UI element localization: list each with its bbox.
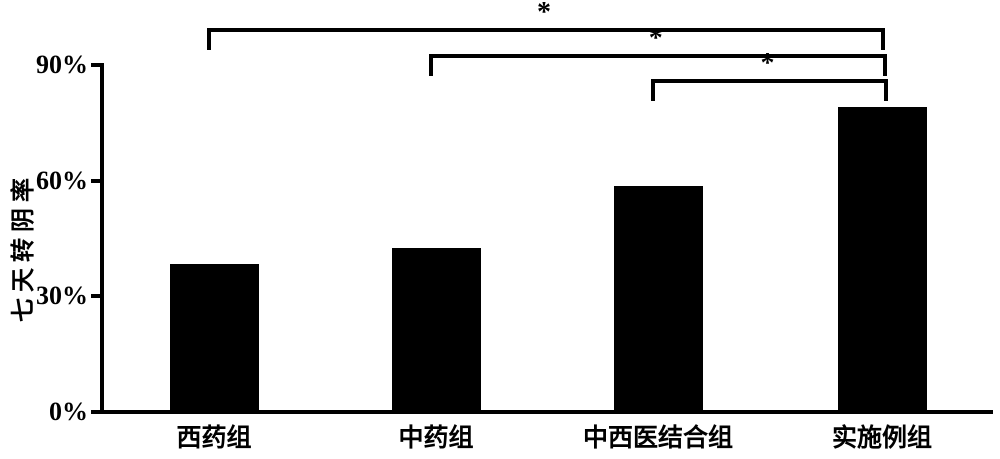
bar-3 [613, 186, 703, 412]
y-tick-mark [91, 63, 102, 67]
y-tick-label: 90% [36, 50, 88, 79]
bar-1 [169, 263, 259, 412]
significance-star: * [648, 22, 663, 54]
bar-4 [837, 107, 927, 412]
bracket-line [207, 28, 885, 32]
y-tick-label: 60% [36, 165, 88, 195]
significance-star: * [537, 0, 551, 28]
significance-star: * [760, 48, 775, 79]
y-tick-mark [91, 294, 102, 299]
bar-2 [391, 248, 481, 412]
bracket-right-leg [884, 79, 888, 101]
bracket-left-leg [651, 79, 655, 101]
x-axis-line [100, 410, 993, 414]
bracket-right-leg [882, 53, 887, 76]
bracket-line [651, 79, 888, 83]
y-axis-line [100, 63, 104, 414]
bracket-left-leg [429, 53, 433, 76]
x-category-label: 中药组 [398, 425, 474, 452]
bracket-left-leg [207, 28, 211, 50]
bracket-right-leg [881, 28, 885, 50]
y-tick-label: 30% [36, 281, 88, 311]
x-category-label: 实施例组 [831, 425, 932, 452]
y-tick-mark [91, 178, 102, 183]
y-tick-mark [91, 410, 102, 414]
x-category-label: 西药组 [176, 425, 252, 452]
y-tick-label: 0% [49, 397, 88, 426]
bracket-line [429, 53, 887, 58]
x-category-label: 中西医结合组 [582, 425, 733, 452]
